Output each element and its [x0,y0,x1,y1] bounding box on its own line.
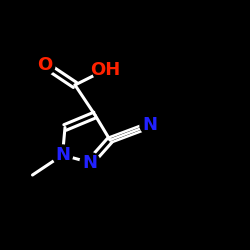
Text: N: N [142,116,158,134]
Circle shape [140,115,160,135]
Text: N: N [82,154,98,172]
Text: OH: OH [90,61,120,79]
Circle shape [35,55,55,75]
Text: O: O [38,56,52,74]
Circle shape [92,58,118,82]
Circle shape [80,152,100,172]
Text: N: N [55,146,70,164]
Circle shape [52,145,72,165]
